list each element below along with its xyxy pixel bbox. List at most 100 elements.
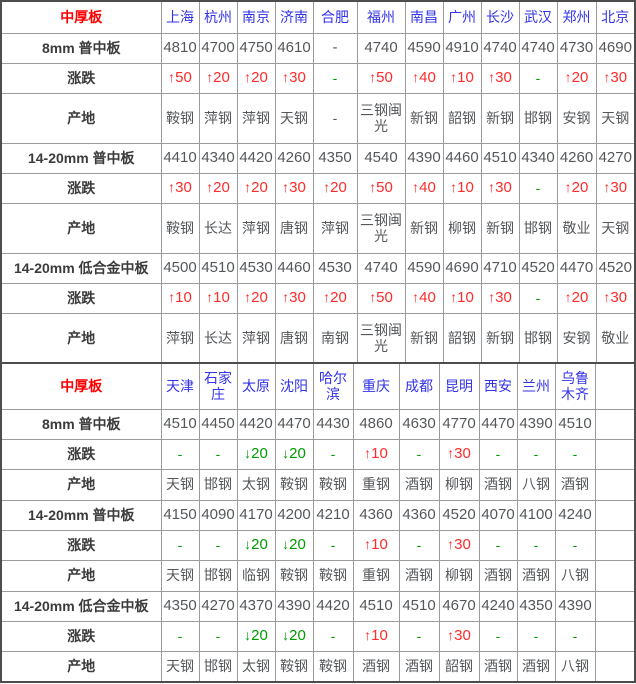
empty-cell xyxy=(594,650,636,683)
origin-cell: 韶钢 xyxy=(442,92,482,144)
change-cell: - xyxy=(478,438,518,470)
origin-cell: 长达 xyxy=(198,312,238,364)
up-arrow-icon: ↑ xyxy=(244,179,252,196)
price-cell: 4460 xyxy=(274,252,314,284)
empty-cell xyxy=(594,529,636,561)
change-cell: ↑30 xyxy=(438,438,480,470)
origin-cell: 敬业 xyxy=(595,312,636,364)
origin-cell: 酒钢 xyxy=(398,559,440,592)
up-arrow-icon: ↑ xyxy=(603,69,611,86)
up-arrow-icon: ↑ xyxy=(168,289,176,306)
up-arrow-icon: ↑ xyxy=(364,536,372,553)
up-arrow-icon: ↑ xyxy=(244,289,252,306)
price-cell: 4260 xyxy=(556,142,597,174)
change-cell: ↑30 xyxy=(438,620,480,652)
change-cell: ↑50 xyxy=(356,282,406,314)
up-arrow-icon: ↑ xyxy=(369,289,377,306)
change-cell: - xyxy=(198,620,238,652)
table-row: 涨跌 ↑10 ↑10 ↑20 ↑30 ↑20 ↑50 ↑40 ↑10 ↑30- ↑20 ↑30 xyxy=(0,282,636,314)
origin-cell: 柳钢 xyxy=(438,468,480,501)
origin-cell: 萍钢 xyxy=(312,202,358,254)
row-label: 涨跌 xyxy=(0,282,162,314)
price-cell: 4360 xyxy=(398,499,440,531)
price-cell: 4630 xyxy=(398,408,440,440)
change-cell: - xyxy=(554,620,596,652)
down-arrow-icon: ↓ xyxy=(244,445,252,462)
price-cell: 4410 xyxy=(160,142,200,174)
city-header: 北京 xyxy=(595,0,636,34)
origin-cell: 柳钢 xyxy=(442,202,482,254)
down-arrow-icon: ↓ xyxy=(244,536,252,553)
origin-cell: 邯钢 xyxy=(198,468,238,501)
up-arrow-icon: ↑ xyxy=(450,69,458,86)
price-table-section-2: 中厚板 天津 石家庄 太原 沈阳 哈尔滨 重庆 成都 昆明 西安 兰州 乌鲁木齐 8mm 普中板 4510… xyxy=(0,362,636,683)
up-arrow-icon: ↑ xyxy=(412,69,420,86)
origin-cell: 天钢 xyxy=(160,468,200,501)
change-cell: ↓20 xyxy=(274,438,314,470)
change-cell: - xyxy=(518,62,558,94)
price-cell: 4170 xyxy=(236,499,276,531)
price-cell: 4530 xyxy=(236,252,276,284)
city-header: 西安 xyxy=(478,362,518,410)
up-arrow-icon: ↑ xyxy=(282,179,290,196)
origin-cell: 柳钢 xyxy=(438,559,480,592)
change-cell: ↑30 xyxy=(274,282,314,314)
empty-cell xyxy=(594,499,636,531)
origin-cell: - xyxy=(312,92,358,144)
row-label: 产地 xyxy=(0,92,162,144)
up-arrow-icon: ↑ xyxy=(450,289,458,306)
up-arrow-icon: ↑ xyxy=(488,179,496,196)
city-header: 兰州 xyxy=(516,362,556,410)
change-cell: ↑40 xyxy=(404,172,444,204)
up-arrow-icon: ↑ xyxy=(447,536,455,553)
origin-cell: 八钢 xyxy=(554,559,596,592)
origin-cell: 酒钢 xyxy=(352,650,400,683)
down-arrow-icon: ↓ xyxy=(282,445,290,462)
empty-header-cell xyxy=(594,362,636,410)
change-cell: ↑40 xyxy=(404,62,444,94)
origin-cell: 南钢 xyxy=(312,312,358,364)
change-cell: - xyxy=(554,438,596,470)
price-cell: 4510 xyxy=(352,590,400,622)
change-cell: ↑10 xyxy=(352,438,400,470)
change-cell: ↓20 xyxy=(236,529,276,561)
price-cell: 4390 xyxy=(554,590,596,622)
origin-cell: 唐钢 xyxy=(274,312,314,364)
change-cell: ↑10 xyxy=(442,62,482,94)
up-arrow-icon: ↑ xyxy=(564,289,572,306)
origin-cell: 鞍钢 xyxy=(312,468,354,501)
row-label: 涨跌 xyxy=(0,620,162,652)
price-cell: 4090 xyxy=(198,499,238,531)
row-label: 涨跌 xyxy=(0,529,162,561)
up-arrow-icon: ↑ xyxy=(364,627,372,644)
change-cell: ↑30 xyxy=(480,172,520,204)
city-header: 广州 xyxy=(442,0,482,34)
change-cell: ↑30 xyxy=(595,62,636,94)
row-label: 涨跌 xyxy=(0,172,162,204)
origin-cell: 酒钢 xyxy=(398,650,440,683)
row-label: 8mm 普中板 xyxy=(0,408,162,440)
city-header: 南京 xyxy=(236,0,276,34)
origin-cell: 酒钢 xyxy=(398,468,440,501)
city-header: 武汉 xyxy=(518,0,558,34)
origin-cell: 安钢 xyxy=(556,92,597,144)
up-arrow-icon: ↑ xyxy=(488,289,496,306)
change-cell: - xyxy=(398,529,440,561)
price-cell: 4590 xyxy=(404,252,444,284)
change-cell: ↑50 xyxy=(356,62,406,94)
table-row: 涨跌 - - ↓20 ↓20- ↑10- ↑30- - - xyxy=(0,529,636,561)
price-cell: 4710 xyxy=(480,252,520,284)
header-row: 中厚板 天津 石家庄 太原 沈阳 哈尔滨 重庆 成都 昆明 西安 兰州 乌鲁木齐 xyxy=(0,362,636,410)
up-arrow-icon: ↑ xyxy=(488,69,496,86)
change-cell: ↑10 xyxy=(198,282,238,314)
change-cell: ↑30 xyxy=(480,62,520,94)
section-title: 中厚板 xyxy=(0,0,162,34)
price-cell: 4510 xyxy=(554,408,596,440)
origin-cell: 邯钢 xyxy=(198,559,238,592)
change-cell: ↑20 xyxy=(312,282,358,314)
change-cell: ↑30 xyxy=(480,282,520,314)
price-cell: 4350 xyxy=(312,142,358,174)
table-row: 14-20mm 普中板 4410 4340 4420 4260 4350 4540 4390 4… xyxy=(0,142,636,174)
price-cell: 4070 xyxy=(478,499,518,531)
change-cell: - xyxy=(160,529,200,561)
